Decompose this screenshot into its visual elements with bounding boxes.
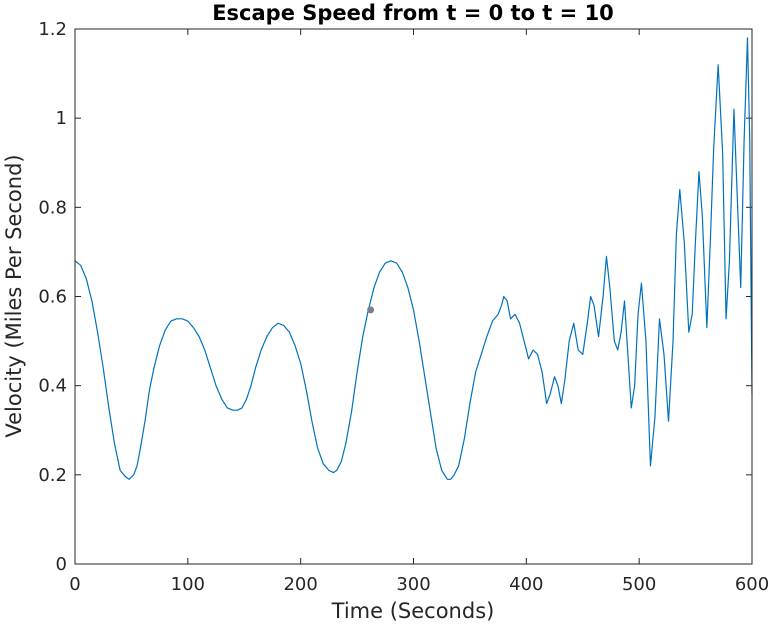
series-line	[74, 37, 753, 480]
plot-background	[75, 29, 752, 564]
y-tick-label: 0.6	[38, 287, 67, 308]
y-axis-title: Velocity (Miles Per Second)	[2, 154, 26, 437]
y-tick-label: 1.2	[38, 19, 67, 40]
y-tick-label: 0.2	[38, 465, 67, 486]
y-tick-label: 0.8	[38, 197, 67, 218]
axis-layer: 0 100 200 300 400 500 600 0 0.2 0.4 0.6 0.8 1 1.2	[38, 19, 769, 595]
x-tick-label: 200	[283, 574, 317, 595]
y-tick-label: 1	[56, 108, 67, 129]
x-tick-label: 500	[622, 574, 656, 595]
series-layer	[74, 37, 753, 480]
marker-point	[367, 306, 375, 314]
x-tick-label: 0	[69, 574, 80, 595]
x-tick-label: 600	[735, 574, 769, 595]
x-axis-title: Time (Seconds)	[331, 599, 495, 623]
chart-title: Escape Speed from t = 0 to t = 10	[212, 1, 614, 25]
y-tick-label: 0.4	[38, 376, 67, 397]
plot-frame	[74, 28, 753, 565]
x-tick-label: 300	[396, 574, 430, 595]
y-tick-label: 0	[56, 554, 67, 575]
x-tick-label: 100	[171, 574, 205, 595]
x-tick-label: 400	[509, 574, 543, 595]
